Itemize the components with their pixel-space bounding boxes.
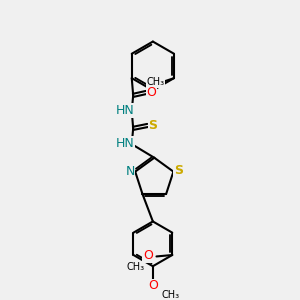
Text: S: S [148, 119, 157, 132]
Text: O: O [146, 86, 156, 99]
Text: HN: HN [116, 137, 135, 150]
Text: N: N [125, 165, 135, 178]
Text: O: O [143, 249, 153, 262]
Text: CH₃: CH₃ [161, 290, 179, 300]
Text: CH₃: CH₃ [126, 262, 144, 272]
Text: S: S [174, 164, 183, 177]
Text: CH₃: CH₃ [147, 77, 165, 87]
Text: HN: HN [116, 104, 135, 117]
Text: O: O [148, 279, 158, 292]
